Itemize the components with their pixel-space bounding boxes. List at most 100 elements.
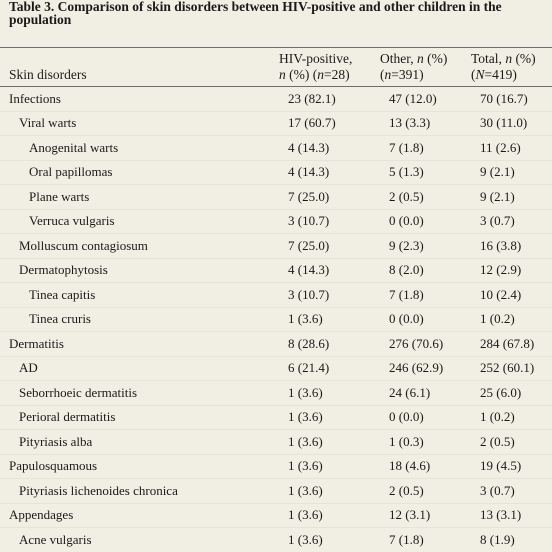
row-disorder-name: Viral warts xyxy=(0,111,288,136)
row-other-value: 7 (1.8) xyxy=(389,282,480,308)
row-other-value: 5 (1.3) xyxy=(389,160,480,185)
header-bottom-rule xyxy=(0,86,552,87)
header-other-pct: (%) xyxy=(423,51,448,66)
table-row: Tinea capitis 3 (10.7) 7 (1.8) 10 (2.4) xyxy=(0,282,552,308)
row-total-value: 2 (0.5) xyxy=(480,429,552,455)
data-table: Infections 23 (82.1) 47 (12.0) 70 (16.7) Vir… xyxy=(0,87,552,552)
header-hiv-n2: n xyxy=(317,67,324,82)
row-total-value: 284 (67.8) xyxy=(480,331,552,357)
row-other-value: 18 (4.6) xyxy=(389,454,480,479)
row-total-value: 3 (0.7) xyxy=(480,209,552,234)
row-total-value: 252 (60.1) xyxy=(480,356,552,381)
row-hiv-value: 23 (82.1) xyxy=(288,87,389,112)
header-other-count: =391) xyxy=(391,67,424,82)
header-other-n: n xyxy=(416,51,424,66)
header-skin-disorders: Skin disorders xyxy=(9,67,87,82)
table-row: Seborrhoeic dermatitis 1 (3.6) 24 (6.1) 25 … xyxy=(0,380,552,406)
row-other-value: 13 (3.3) xyxy=(389,111,480,136)
row-disorder-name: Tinea cruris xyxy=(0,307,288,332)
row-hiv-value: 3 (10.7) xyxy=(288,209,389,234)
row-disorder-name: Appendages xyxy=(0,503,288,528)
table-row: Papulosquamous 1 (3.6) 18 (4.6) 19 (4.5) xyxy=(0,454,552,479)
row-hiv-value: 7 (25.0) xyxy=(288,233,389,259)
row-other-value: 7 (1.8) xyxy=(389,531,424,547)
table-row: Infections 23 (82.1) 47 (12.0) 70 (16.7) xyxy=(0,87,552,112)
row-other-value: 8 (2.0) xyxy=(389,258,480,283)
row-hiv-value: 3 (10.7) xyxy=(288,282,389,308)
row-hiv-value: 4 (14.3) xyxy=(288,135,389,161)
row-hiv-value: 6 (21.4) xyxy=(288,356,389,381)
table-row: Oral papillomas 4 (14.3) 5 (1.3) 9 (2.1) xyxy=(0,160,552,185)
row-disorder-name: Papulosquamous xyxy=(0,454,288,479)
header-hiv-count: =28) xyxy=(323,67,350,82)
row-hiv-value: 8 (28.6) xyxy=(288,331,389,357)
header-hiv-positive: HIV-positive, n (%) (n=28) xyxy=(279,51,352,83)
row-hiv-value: 1 (3.6) xyxy=(288,429,389,455)
row-hiv-value: 17 (60.7) xyxy=(288,111,389,136)
row-disorder-name: Dermatitis xyxy=(0,331,288,357)
row-other-value: 0 (0.0) xyxy=(389,209,480,234)
row-disorder-name: Pityriasis alba xyxy=(0,429,288,455)
table-row: Verruca vulgaris 3 (10.7) 0 (0.0) 3 (0.7) xyxy=(0,209,552,234)
row-total-value: 13 (3.1) xyxy=(480,503,552,528)
header-total: Total, n (%) (N=419) xyxy=(471,51,536,83)
row-total-value: 1 (0.2) xyxy=(480,307,552,332)
row-total-value: 11 (2.6) xyxy=(480,135,552,161)
header-hiv-pct: (%) ( xyxy=(285,67,318,82)
header-other-paren: ( xyxy=(380,67,385,82)
row-total-value: 9 (2.1) xyxy=(480,160,552,185)
row-disorder-name: Molluscum contagiosum xyxy=(0,233,288,259)
header-hiv-line2: n (%) (n=28) xyxy=(279,67,352,83)
table-row: Tinea cruris 1 (3.6) 0 (0.0) 1 (0.2) xyxy=(0,307,552,332)
header-hiv-line1: HIV-positive, xyxy=(279,51,353,66)
row-other-value: 1 (0.3) xyxy=(389,429,480,455)
table-row: Pityriasis lichenoides chronica 1 (3.6) 2 … xyxy=(0,478,552,504)
row-other-value: 276 (70.6) xyxy=(389,331,480,357)
row-total-value: 12 (2.9) xyxy=(480,258,552,283)
header-other-line2: (n=391) xyxy=(380,67,447,83)
header-top-rule xyxy=(0,47,552,48)
row-total-value: 70 (16.7) xyxy=(480,87,552,112)
table-title: Table 3. Comparison of skin disorders be… xyxy=(9,0,502,27)
row-disorder-name: Acne vulgaris xyxy=(19,531,92,547)
row-other-value: 246 (62.9) xyxy=(389,356,480,381)
row-total-value: 10 (2.4) xyxy=(480,282,552,308)
row-other-value: 0 (0.0) xyxy=(389,405,480,430)
row-hiv-value: 1 (3.6) xyxy=(288,478,389,504)
header-total-line1: Total, n (%) xyxy=(471,51,536,67)
table-row: Dermatophytosis 4 (14.3) 8 (2.0) 12 (2.9) xyxy=(0,258,552,283)
row-total-value: 25 (6.0) xyxy=(480,380,552,406)
row-disorder-name: Anogenital warts xyxy=(0,135,288,161)
row-hiv-value: 1 (3.6) xyxy=(288,307,389,332)
row-disorder-name: Oral papillomas xyxy=(0,160,288,185)
table-row: Viral warts 17 (60.7) 13 (3.3) 30 (11.0) xyxy=(0,111,552,136)
row-disorder-name: Dermatophytosis xyxy=(0,258,288,283)
row-total-value: 30 (11.0) xyxy=(480,111,552,136)
header-other: Other, n (%) (n=391) xyxy=(380,51,447,83)
header-total-n: n xyxy=(505,51,513,66)
table-row: Dermatitis 8 (28.6) 276 (70.6) 284 (67.8) xyxy=(0,331,552,357)
row-hiv-value: 1 (3.6) xyxy=(288,405,389,430)
row-disorder-name: Tinea capitis xyxy=(0,282,288,308)
row-hiv-value: 1 (3.6) xyxy=(288,454,389,479)
header-total-line2: (N=419) xyxy=(471,67,536,83)
row-other-value: 2 (0.5) xyxy=(389,478,480,504)
row-disorder-name: Seborrhoeic dermatitis xyxy=(0,380,288,406)
row-hiv-value: 1 (3.6) xyxy=(288,531,323,547)
header-other-n2: n xyxy=(384,67,392,82)
row-hiv-value: 1 (3.6) xyxy=(288,380,389,406)
header-other-label: Other, xyxy=(380,51,417,66)
table-body: Infections 23 (82.1) 47 (12.0) 70 (16.7) Vir… xyxy=(0,87,552,552)
row-hiv-value: 7 (25.0) xyxy=(288,184,389,210)
header-hiv-n: n xyxy=(279,67,286,82)
row-other-value: 0 (0.0) xyxy=(389,307,480,332)
header-total-pct: (%) xyxy=(512,51,536,66)
table-row: AD 6 (21.4) 246 (62.9) 252 (60.1) xyxy=(0,356,552,381)
table-row: Appendages 1 (3.6) 12 (3.1) 13 (3.1) xyxy=(0,503,552,528)
row-total-value: 19 (4.5) xyxy=(480,454,552,479)
table-row: Plane warts 7 (25.0) 2 (0.5) 9 (2.1) xyxy=(0,184,552,210)
row-other-value: 2 (0.5) xyxy=(389,184,480,210)
row-disorder-name: AD xyxy=(0,356,288,381)
row-total-value: 8 (1.9) xyxy=(480,531,515,547)
